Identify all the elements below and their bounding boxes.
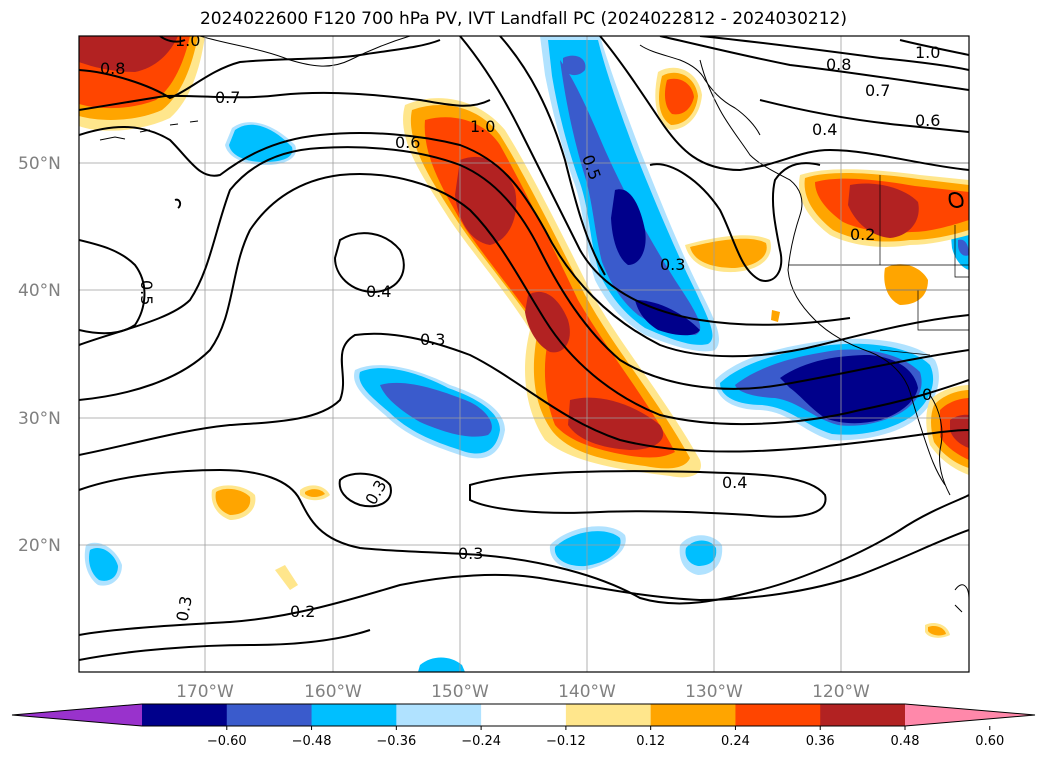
- lat-label: 30°N: [18, 409, 61, 429]
- colorbar-tick-label: 0.12: [636, 734, 665, 749]
- colorbar-extend-low: [12, 704, 142, 726]
- contour-labels: 1.0 0.8 0.7 0.6 1.0 0.5 0.8 0.7 0.6 0.4 …: [100, 31, 940, 623]
- contour-label: 0.2: [290, 602, 315, 621]
- lon-label: 130°W: [685, 682, 743, 702]
- contour-label: 0.3: [420, 330, 445, 349]
- contour-label: 0.5: [137, 280, 156, 305]
- contour-label: 0.7: [865, 81, 890, 100]
- lat-label: 40°N: [18, 281, 61, 301]
- colorbar-tick-label: 0.60: [975, 734, 1004, 749]
- contour-label: 0.6: [395, 133, 420, 152]
- colorbar-segment: [311, 704, 397, 726]
- contour-label: 1.0: [915, 43, 940, 62]
- map-area: 1.0 0.8 0.7 0.6 1.0 0.5 0.8 0.7 0.6 0.4 …: [79, 31, 969, 672]
- contour-label: 0.3: [173, 594, 196, 622]
- colorbar-segment: [226, 704, 313, 726]
- colorbar-tick-label: −0.60: [207, 734, 247, 749]
- lon-label: 160°W: [304, 682, 362, 702]
- contour-label: 0.3: [458, 544, 483, 563]
- colorbar-tick-label: 0.36: [806, 734, 835, 749]
- contour-label: 0.2: [850, 225, 875, 244]
- lon-labels: 170°W 160°W 150°W 140°W 130°W 120°W: [176, 682, 870, 702]
- colorbar-segment: [650, 704, 736, 726]
- colorbar-segment: [565, 704, 652, 726]
- colorbar-segment: [735, 704, 821, 726]
- contour-label: 0.4: [366, 282, 391, 301]
- colorbar-tick-label: −0.36: [376, 734, 416, 749]
- lat-labels: 50°N 40°N 30°N 20°N: [18, 154, 61, 556]
- colorbar-tick-label: 0.24: [721, 734, 750, 749]
- colorbar-segment: [142, 704, 228, 726]
- contour-label: 0.3: [660, 255, 685, 274]
- shading-layer: [79, 36, 969, 672]
- map-frame: [78, 35, 970, 673]
- contour-label: 0.7: [215, 88, 240, 107]
- contour-label: 0.6: [915, 111, 940, 130]
- contour-label: 0.8: [100, 59, 125, 78]
- contour-label: 0.4: [722, 473, 747, 492]
- lat-label: 20°N: [18, 536, 61, 556]
- contour-label: 0.8: [826, 55, 851, 74]
- pv-contours: [79, 36, 969, 661]
- colorbar-extend-high: [905, 704, 1035, 726]
- colorbar-segment: [396, 704, 482, 726]
- colorbar-tick-label: −0.48: [292, 734, 332, 749]
- lat-label: 50°N: [18, 154, 61, 174]
- map-title: 2024022600 F120 700 hPa PV, IVT Landfall…: [199, 9, 847, 29]
- contour-label: 1.0: [470, 117, 495, 136]
- contour-label: 0: [922, 385, 932, 404]
- contour-label: 0.4: [812, 120, 837, 139]
- colorbar-tick-label: 0.48: [891, 734, 920, 749]
- coastlines: [99, 36, 969, 613]
- contour-label: 1.0: [175, 31, 200, 50]
- colorbar-tick-label: −0.12: [546, 734, 586, 749]
- lon-label: 150°W: [431, 682, 489, 702]
- colorbar-segment: [820, 704, 906, 726]
- colorbar-tick-label: −0.24: [461, 734, 501, 749]
- lon-label: 120°W: [812, 682, 870, 702]
- colorbar: −0.60 −0.48 −0.36 −0.24 −0.12 0.12 0.24 0.36 0.4…: [11, 703, 1036, 749]
- colorbar-outline: [11, 703, 1036, 727]
- colorbar-segment: [481, 704, 567, 726]
- lon-label: 170°W: [176, 682, 234, 702]
- lon-label: 140°W: [558, 682, 616, 702]
